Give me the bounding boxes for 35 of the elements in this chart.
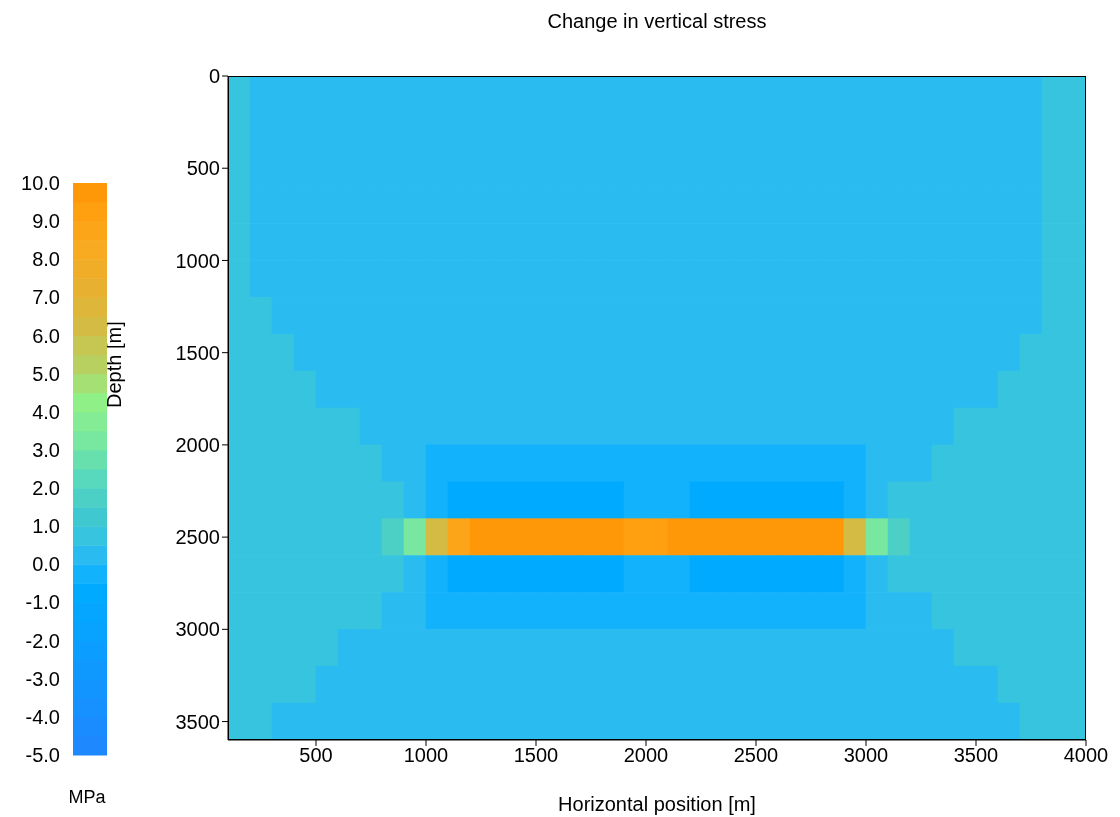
y-tick-label: 1000 bbox=[175, 249, 220, 272]
x-tick-label: 4000 bbox=[1063, 744, 1109, 767]
chart-title: Change in vertical stress bbox=[546, 10, 768, 33]
color-bar-label: 7.0 bbox=[32, 286, 60, 309]
color-bar-label: -2.0 bbox=[25, 629, 60, 652]
x-tick-label: 2000 bbox=[623, 744, 669, 767]
color-bar-label: 0.0 bbox=[32, 553, 60, 576]
y-tick-label: 2000 bbox=[175, 433, 220, 456]
y-tick-label: 2500 bbox=[175, 526, 220, 549]
color-bar-label: 6.0 bbox=[32, 324, 60, 347]
color-bar-title: MPa bbox=[68, 787, 107, 807]
color-bar-label: 10.0 bbox=[21, 172, 60, 194]
x-tick-label: 3000 bbox=[843, 744, 889, 767]
color-bar-label: -5.0 bbox=[25, 744, 60, 766]
x-tick-label: 1500 bbox=[513, 744, 559, 767]
color-bar-label: 3.0 bbox=[32, 438, 60, 461]
x-tick-label: 500 bbox=[299, 744, 333, 767]
y-tick-label: 0 bbox=[208, 65, 220, 88]
color-bar-label: 4.0 bbox=[32, 400, 60, 423]
x-axis-title: Horizontal position [m] bbox=[558, 793, 756, 815]
color-bar-label: -3.0 bbox=[25, 667, 60, 690]
y-tick-label: 1500 bbox=[175, 341, 220, 364]
color-bar-label: 5.0 bbox=[32, 362, 60, 385]
color-bar-label: 1.0 bbox=[32, 515, 60, 538]
color-bar-label: 8.0 bbox=[32, 248, 60, 271]
color-bar-label: 9.0 bbox=[32, 210, 60, 233]
x-tick-label: 2500 bbox=[733, 744, 779, 767]
color-bar-label: -4.0 bbox=[25, 705, 60, 728]
color-bar-label: 2.0 bbox=[32, 477, 60, 500]
y-tick-label: 500 bbox=[186, 157, 220, 180]
color-bar-label: -1.0 bbox=[25, 591, 60, 614]
x-tick-label: 1000 bbox=[403, 744, 449, 767]
y-tick-label: 3000 bbox=[175, 618, 220, 641]
y-tick-label: 3500 bbox=[175, 710, 220, 733]
x-tick-label: 3500 bbox=[953, 744, 999, 767]
